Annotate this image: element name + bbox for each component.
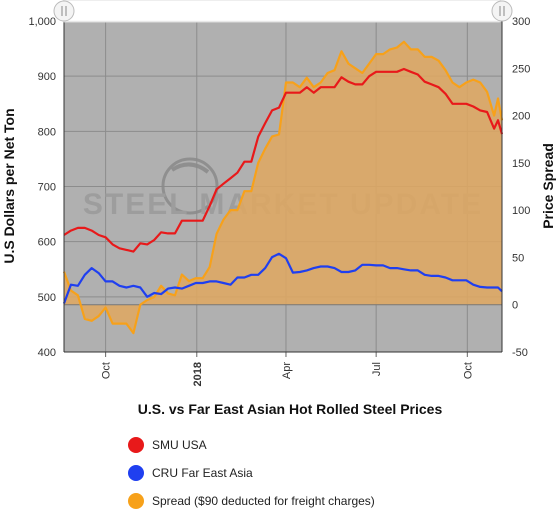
watermark-logo-swoosh [170, 162, 210, 174]
y2-tick-label: 0 [512, 300, 518, 312]
y-tick-label: 600 [38, 237, 56, 249]
y2-tick-label: 150 [512, 158, 530, 170]
chart-title: U.S. vs Far East Asian Hot Rolled Steel … [138, 401, 443, 417]
legend-label-spread[interactable]: Spread ($90 deducted for freight charges… [152, 494, 375, 508]
series-line-cru [62, 252, 503, 304]
y-tick-label: 900 [38, 71, 56, 83]
navigator-handle-right[interactable] [491, 0, 513, 22]
watermark-logo-circle [161, 157, 219, 215]
y2-tick-label: -50 [512, 347, 528, 359]
series-lines-layer [62, 40, 504, 335]
y2-tick-label: 100 [512, 205, 530, 217]
y2-tick-label: 250 [512, 63, 530, 75]
legend-marker-smu[interactable] [128, 437, 144, 453]
spread-area-layer [64, 41, 502, 334]
navigator-track[interactable] [61, 0, 503, 23]
series-line-spread [62, 40, 504, 335]
series-line-smu [63, 67, 504, 253]
legend: SMU USA CRU Far East Asia Spread ($90 dedu… [128, 437, 375, 509]
y-tick-label: 400 [38, 347, 56, 359]
y-tick-label: 800 [38, 126, 56, 138]
axis-layer: 400 500 600 700 800 900 1,000 -50 0 50 100 150 200 25… [28, 16, 530, 386]
y2-tick-label: 50 [512, 252, 524, 264]
y2-axis-title: Price Spread [540, 143, 556, 229]
legend-marker-cru[interactable] [128, 465, 144, 481]
navigator-handle-left[interactable] [53, 0, 75, 22]
x-tick-label: Oct [462, 362, 474, 379]
x-tick-label: 2018 [192, 362, 204, 386]
legend-label-cru[interactable]: CRU Far East Asia [152, 466, 253, 480]
y-tick-label: 1,000 [28, 16, 56, 28]
legend-label-smu[interactable]: SMU USA [152, 438, 207, 452]
x-tick-label: Jul [371, 362, 383, 376]
y2-tick-label: 300 [512, 16, 530, 28]
spread-area [64, 41, 502, 334]
y-tick-label: 700 [38, 182, 56, 194]
y-tick-label: 500 [38, 292, 56, 304]
y-axis-title: U.S Dollars per Net Ton [1, 108, 17, 263]
x-tick-label: Oct [101, 362, 113, 379]
x-tick-label: Apr [281, 362, 293, 379]
y2-tick-label: 200 [512, 111, 530, 123]
legend-marker-spread[interactable] [128, 493, 144, 509]
